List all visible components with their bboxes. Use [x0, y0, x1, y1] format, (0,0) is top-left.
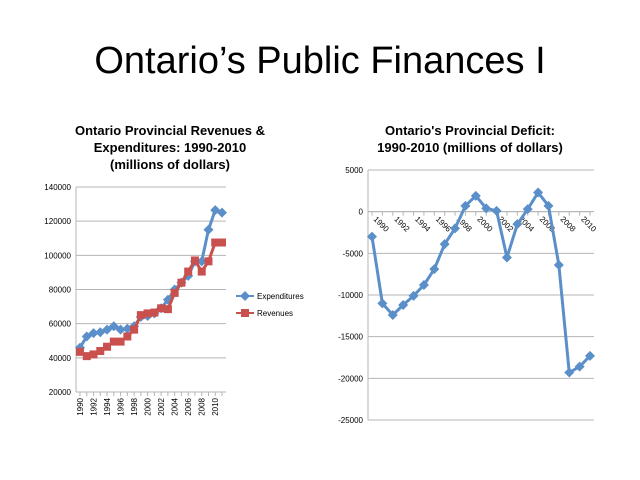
right-chart-y-tick-label: 0 [359, 208, 364, 217]
left-chart-y-tick-label: 20000 [49, 388, 72, 397]
right-chart-y-tick-label: -20000 [338, 374, 363, 383]
left-chart-y-tick-label: 140000 [44, 183, 71, 192]
right-chart-y-tick-label: -15000 [338, 333, 363, 342]
right-chart-data-point-deficit [522, 204, 533, 215]
right-chart-data-point-deficit [408, 290, 419, 301]
left-chart-data-point-revenues [123, 332, 132, 341]
left-chart-x-tick-label: 1990 [76, 397, 85, 415]
left-chart-data-point-expenditures [102, 324, 113, 335]
right-chart-y-tick-label: 5000 [345, 166, 363, 175]
left-chart-data-point-revenues [103, 342, 112, 351]
right-chart-x-tick-label: 1996 [434, 215, 453, 234]
right-chart-data-point-deficit [398, 300, 409, 310]
right-chart-data-point-deficit [470, 190, 481, 201]
right-chart-data-point-deficit [533, 187, 544, 198]
right-chart-y-tick-label: -10000 [338, 291, 363, 300]
left-chart-data-point-expenditures [88, 328, 99, 339]
right-chart-x-tick-label: 1990 [372, 215, 391, 234]
left-chart-data-point-revenues [109, 337, 118, 346]
right-chart-data-point-deficit [491, 205, 502, 216]
right-chart-data-point-deficit [377, 298, 388, 309]
left-chart-data-point-revenues [116, 337, 125, 346]
left-chart-x-tick-label: 1994 [103, 397, 112, 415]
left-chart-data-point-expenditures [115, 324, 126, 335]
left-chart-x-tick-label: 2000 [144, 397, 153, 415]
left-chart-data-point-revenues [184, 267, 193, 276]
right-chart-y-tick-label: -25000 [338, 416, 363, 425]
right-chart-data-point-deficit [367, 231, 377, 242]
left-chart-data-point-revenues [211, 238, 220, 247]
right-chart-series-line-deficit [370, 191, 592, 374]
right-chart-data-point-deficit [418, 280, 429, 290]
right-chart-x-tick-label: 2000 [475, 215, 494, 234]
right-chart-data-point-deficit [564, 367, 575, 378]
left-chart-y-tick-label: 100000 [44, 251, 71, 260]
left-chart-data-point-revenues [76, 347, 84, 356]
left-chart-y-tick-label: 80000 [49, 286, 72, 295]
left-chart-title-line: (millions of dollars) [110, 157, 230, 172]
left-chart-data-point-revenues [170, 288, 179, 297]
left-chart-data-point-revenues [96, 347, 105, 355]
right-chart-data-point-deficit [481, 203, 492, 214]
right-chart-data-point-deficit [512, 219, 523, 230]
legend-label-revenues: Revenues [257, 309, 293, 318]
left-chart-x-tick-label: 2002 [157, 397, 166, 415]
left-chart-data-point-revenues [82, 352, 91, 361]
right-chart-data-point-deficit [387, 310, 398, 320]
left-chart-y-tick-label: 60000 [49, 320, 72, 329]
left-chart-data-point-expenditures [81, 331, 92, 342]
right-chart-title-line: Ontario's Provincial Deficit: [385, 123, 555, 138]
left-chart-data-point-expenditures [108, 321, 119, 332]
left-chart-data-point-revenues [177, 278, 186, 287]
left-chart-x-tick-label: 1998 [130, 397, 139, 415]
right-chart-data-point-deficit [439, 239, 450, 250]
left-chart-x-tick-label: 2004 [171, 397, 180, 415]
left-chart-title-line: Expenditures: 1990-2010 [93, 140, 247, 155]
right-chart-y-tick-label: -5000 [343, 249, 364, 258]
left-chart-series-line-expenditures [78, 208, 223, 349]
right-chart-data-point-deficit [585, 350, 595, 361]
left-chart-data-point-revenues [150, 308, 159, 317]
left-chart-data-point-revenues [218, 238, 226, 247]
left-chart-x-tick-label: 2008 [198, 397, 207, 415]
left-chart-data-point-revenues [136, 311, 145, 320]
left-chart-x-tick-label: 1992 [90, 397, 99, 415]
right-chart-data-point-deficit [429, 264, 440, 275]
left-chart-data-point-revenues [130, 325, 139, 334]
left-chart-data-point-revenues [204, 257, 213, 266]
right-chart-data-point-deficit [450, 223, 461, 234]
right-chart-x-tick-label: 1994 [413, 215, 432, 234]
left-chart-y-tick-label: 40000 [49, 354, 72, 363]
left-chart-data-point-revenues [163, 305, 172, 314]
right-chart-data-point-deficit [553, 260, 564, 270]
left-chart-x-tick-label: 1996 [117, 397, 126, 415]
left-chart-title-line: Ontario Provincial Revenues & [74, 123, 265, 138]
right-chart-data-point-deficit [460, 200, 471, 211]
legend-marker-revenues [241, 309, 249, 317]
left-chart-data-point-revenues [89, 350, 98, 359]
left-chart-y-tick-label: 120000 [44, 217, 71, 226]
right-chart-title-line: 1990-2010 (millions of dollars) [377, 140, 563, 155]
right-chart-data-point-deficit [574, 361, 585, 372]
right-chart-data-point-deficit [543, 200, 554, 211]
left-chart-data-point-revenues [190, 256, 199, 265]
legend-marker-expenditures [240, 291, 250, 301]
left-chart-data-point-revenues [157, 304, 166, 313]
right-chart-title: Ontario's Provincial Deficit: 1990-2010 … [350, 122, 590, 156]
left-chart-x-tick-label: 2006 [184, 397, 193, 415]
left-chart-data-point-revenues [197, 267, 206, 276]
right-chart-data-point-deficit [501, 252, 512, 263]
slide-title: Ontario’s Public Finances I [94, 40, 546, 82]
legend-label-expenditures: Expenditures [257, 292, 304, 301]
right-chart-x-tick-label: 2008 [558, 215, 577, 234]
left-chart-data-point-revenues [143, 309, 152, 318]
left-chart-data-point-expenditures [203, 224, 214, 235]
left-chart-x-tick-label: 2010 [211, 397, 220, 415]
right-chart-x-tick-label: 1992 [392, 215, 411, 234]
left-chart-data-point-expenditures [196, 256, 207, 267]
left-chart-data-point-expenditures [217, 207, 227, 218]
right-chart-x-tick-label: 2010 [579, 215, 598, 234]
left-chart-title: Ontario Provincial Revenues & Expenditur… [50, 122, 290, 173]
